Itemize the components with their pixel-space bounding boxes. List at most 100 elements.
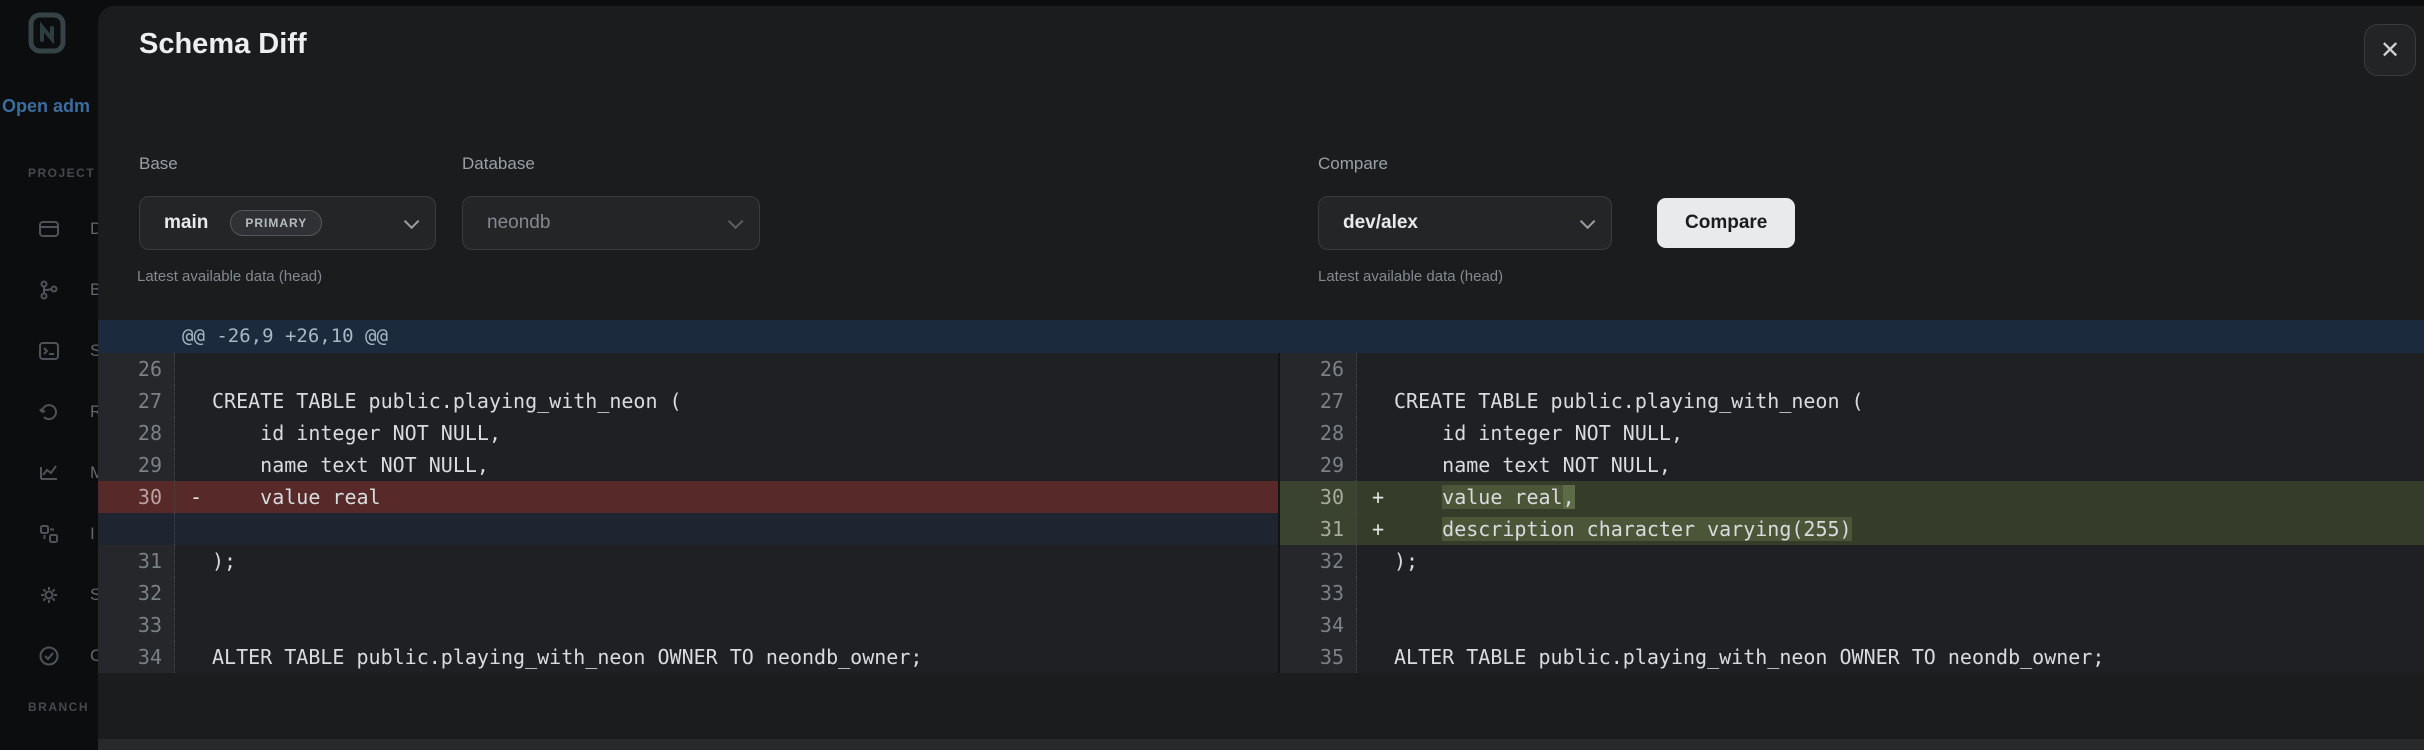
line-number: 31 <box>1280 513 1357 545</box>
code-line: ); <box>1394 549 1419 573</box>
line-number: 29 <box>1280 449 1357 481</box>
diff-pane-base: 26 27 CREATE TABLE public.playing_with_neo… <box>98 353 1278 673</box>
sidebar-item[interactable]: S <box>37 580 101 610</box>
restore-icon <box>39 404 57 421</box>
base-helper-text: Latest available data (head) <box>137 268 323 285</box>
settings-icon <box>41 587 57 603</box>
diff-marker <box>175 385 212 417</box>
diff-row: 28 id integer NOT NULL, <box>1280 417 2424 449</box>
code-line: ALTER TABLE public.playing_with_neon OWN… <box>212 645 923 669</box>
diff-marker <box>175 577 212 609</box>
hunk-header: @@ -26,9 +26,10 @@ <box>98 320 2424 353</box>
sidebar-section-branch: BRANCH <box>28 700 89 714</box>
line-number <box>98 513 175 545</box>
diff-marker <box>1357 609 1394 641</box>
diff-marker <box>1357 353 1394 385</box>
diff-marker: + <box>1372 485 1385 509</box>
sidebar-item[interactable]: I <box>37 519 95 549</box>
diff-marker <box>175 641 212 673</box>
database-select[interactable]: neondb <box>462 196 760 250</box>
diff-marker <box>175 609 212 641</box>
line-number: 26 <box>1280 353 1357 385</box>
monitoring-icon <box>40 465 57 480</box>
code-line: value real <box>212 485 381 509</box>
diff-row: 27 CREATE TABLE public.playing_with_neon … <box>98 385 1278 417</box>
pane-divider <box>1278 353 1280 673</box>
line-number: 30 <box>1280 481 1357 513</box>
chevron-down-icon <box>727 213 744 229</box>
code-line: ALTER TABLE public.playing_with_neon OWN… <box>1394 645 2105 669</box>
sidebar-item[interactable]: D <box>37 214 102 244</box>
sidebar-item[interactable]: S <box>37 336 101 366</box>
code-line <box>1394 577 2424 609</box>
page-title: Schema Diff <box>139 28 307 60</box>
schema-diff-modal: Schema Diff ✕ Base Database Compare main… <box>98 6 2424 750</box>
diff-pane-compare: 26 27 CREATE TABLE public.playing_with_neo… <box>1280 353 2424 673</box>
diff-marker: - <box>190 485 203 509</box>
diff-row: 31 + description character varying(255) <box>1280 513 2424 545</box>
diff-row: 34 ALTER TABLE public.playing_with_neon O… <box>98 641 1278 673</box>
diff-row: 34 <box>1280 609 2424 641</box>
diff-marker <box>1357 577 1394 609</box>
base-label: Base <box>139 154 178 173</box>
database-label: Database <box>462 154 535 173</box>
code-line: ); <box>212 549 237 573</box>
line-number: 26 <box>98 353 175 385</box>
diff-row <box>98 513 1278 545</box>
dashboard-icon <box>39 221 59 237</box>
sidebar-item[interactable]: B <box>37 275 101 305</box>
neon-logo-icon <box>28 12 66 61</box>
code-line <box>1394 353 2424 385</box>
diff-row: 33 <box>1280 577 2424 609</box>
sidebar-item[interactable]: M <box>37 458 104 488</box>
checklist-icon <box>39 646 59 666</box>
code-line: CREATE TABLE public.playing_with_neon ( <box>1394 389 1864 413</box>
diff-marker <box>1357 545 1394 577</box>
sidebar-item-label: S <box>90 341 102 360</box>
line-number: 28 <box>1280 417 1357 449</box>
sidebar-item[interactable]: C <box>37 641 102 671</box>
code-line <box>212 577 1278 609</box>
branches-icon <box>40 280 58 300</box>
sidebar-section-project: PROJECT <box>28 166 96 180</box>
database-value: neondb <box>487 212 551 233</box>
diff-marker: + <box>1372 517 1385 541</box>
primary-badge: PRIMARY <box>230 210 323 236</box>
diff-marker <box>175 449 212 481</box>
compare-branch-value: dev/alex <box>1343 212 1418 233</box>
diff-marker <box>1357 449 1394 481</box>
diff-row: 31); <box>98 545 1278 577</box>
close-icon: ✕ <box>2379 36 2401 64</box>
base-branch-value: main <box>164 212 209 233</box>
diff-marker <box>175 513 212 545</box>
code-line: value real, <box>1442 485 1575 509</box>
close-button[interactable]: ✕ <box>2364 24 2416 76</box>
diff-row: 32 <box>98 577 1278 609</box>
diff-row: 26 <box>1280 353 2424 385</box>
diff-marker <box>175 353 212 385</box>
sidebar-item-label: I <box>90 524 95 543</box>
line-number: 27 <box>1280 385 1357 417</box>
line-number: 33 <box>98 609 175 641</box>
sql-editor-icon <box>39 342 59 360</box>
compare-button[interactable]: Compare <box>1657 198 1796 248</box>
open-admin-link[interactable]: Open adm <box>2 96 91 116</box>
diff-row: 30- value real <box>98 481 1278 513</box>
code-line: id integer NOT NULL, <box>212 421 501 445</box>
diff-marker <box>175 417 212 449</box>
horizontal-scrollbar[interactable] <box>98 739 2424 750</box>
code-line <box>1394 609 2424 641</box>
code-line: description character varying(255) <box>1442 517 1852 541</box>
integrations-icon <box>40 525 58 543</box>
diff-marker <box>175 545 212 577</box>
compare-branch-select[interactable]: dev/alex <box>1318 196 1612 250</box>
line-number: 30 <box>98 481 175 513</box>
line-number: 34 <box>1280 609 1357 641</box>
line-number: 29 <box>98 449 175 481</box>
schema-diff-viewer: @@ -26,9 +26,10 @@ 26 27 CREATE TABLE publ… <box>98 320 2424 673</box>
code-line: id integer NOT NULL, <box>1394 421 1683 445</box>
sidebar-item[interactable]: R <box>37 397 102 427</box>
base-branch-select[interactable]: main PRIMARY <box>139 196 436 250</box>
line-number: 35 <box>1280 641 1357 673</box>
diff-marker <box>1357 385 1394 417</box>
